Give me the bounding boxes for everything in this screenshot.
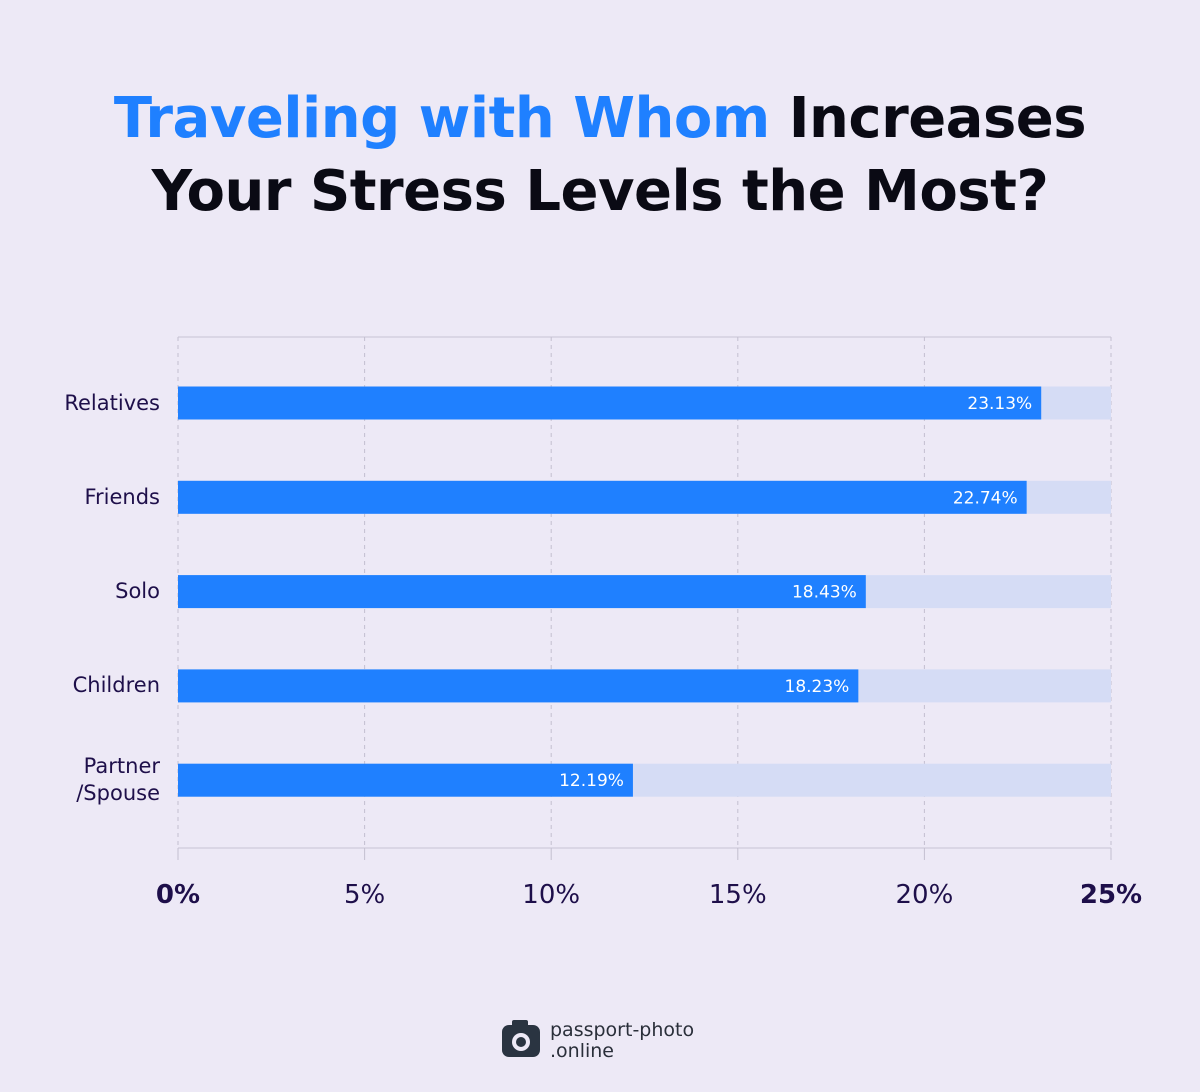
value-label: 23.13% bbox=[967, 394, 1032, 414]
bar bbox=[178, 575, 866, 609]
y-tick-label: Solo bbox=[115, 579, 160, 604]
value-label: 18.43% bbox=[792, 583, 857, 603]
logo-icon bbox=[502, 1020, 540, 1057]
bar bbox=[178, 669, 859, 703]
bar bbox=[178, 763, 633, 797]
bar bbox=[178, 480, 1027, 514]
logo-text: passport-photo bbox=[550, 1019, 695, 1041]
y-tick-label: Friends bbox=[84, 484, 160, 509]
value-label: 18.23% bbox=[785, 677, 850, 697]
logo-text: .online bbox=[550, 1040, 614, 1062]
x-tick-label: 15% bbox=[709, 880, 767, 910]
y-tick-label: Relatives bbox=[64, 390, 160, 415]
chart-title: Traveling with Whom Increases Your Stres… bbox=[60, 82, 1140, 228]
x-tick-label: 5% bbox=[344, 880, 385, 910]
x-tick-label: 25% bbox=[1080, 880, 1142, 910]
value-label: 22.74% bbox=[953, 488, 1018, 508]
y-tick-label: Partner /Spouse bbox=[76, 754, 160, 806]
value-label: 12.19% bbox=[559, 771, 624, 791]
x-tick-label: 10% bbox=[522, 880, 580, 910]
title-highlight: Traveling with Whom bbox=[113, 86, 770, 151]
title-text: Increases Your Stress Levels the Most? bbox=[151, 86, 1087, 224]
x-tick-label: 20% bbox=[896, 880, 954, 910]
x-tick-label: 0% bbox=[156, 880, 200, 910]
bar bbox=[178, 386, 1042, 420]
y-tick-label: Children bbox=[72, 673, 160, 698]
